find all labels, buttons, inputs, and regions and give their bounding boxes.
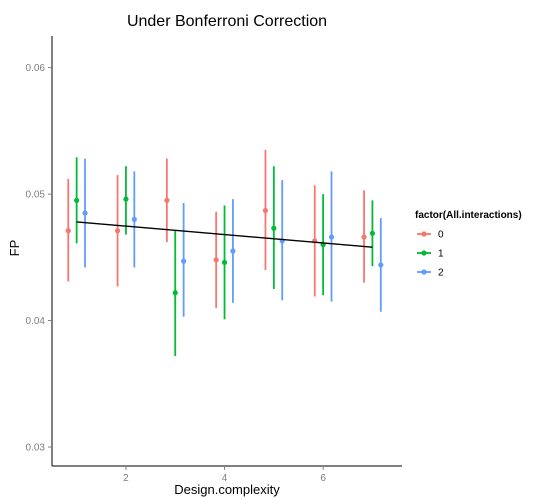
legend-label: 1 bbox=[438, 249, 444, 260]
legend-items: 0 1 2 bbox=[417, 230, 444, 279]
y-axis-ticks: 0.03 0.04 0.05 0.06 bbox=[26, 63, 52, 454]
chart-title: Under Bonferroni Correction bbox=[127, 13, 327, 30]
point-series-1 bbox=[271, 225, 277, 231]
legend-label: 2 bbox=[438, 268, 444, 279]
point-series-1 bbox=[74, 197, 80, 204]
legend-label: 0 bbox=[438, 230, 444, 241]
y-tick-label: 0.05 bbox=[26, 190, 46, 201]
legend-title: factor(All.interactions) bbox=[415, 210, 522, 221]
point-series-0 bbox=[213, 257, 219, 263]
point-series-1 bbox=[123, 196, 129, 202]
point-series-2 bbox=[378, 262, 384, 268]
x-axis-ticks: 2 4 6 bbox=[123, 466, 326, 484]
legend: factor(All.interactions) 0 1 2 bbox=[415, 210, 522, 279]
point-series-2 bbox=[82, 210, 88, 216]
x-axis-title: Design.complexity bbox=[174, 482, 280, 497]
point-series-2 bbox=[181, 258, 187, 264]
point-series-1 bbox=[369, 230, 376, 236]
legend-key-point bbox=[421, 231, 427, 237]
point-series-0 bbox=[114, 228, 121, 234]
x-tick-label: 6 bbox=[320, 473, 326, 484]
legend-key-point bbox=[421, 269, 427, 275]
trend-line bbox=[76, 221, 373, 248]
x-tick-label: 2 bbox=[123, 473, 129, 484]
y-axis-title: FP bbox=[7, 240, 22, 257]
x-tick-label: 4 bbox=[222, 473, 228, 484]
plot-area bbox=[65, 149, 384, 356]
point-series-0 bbox=[164, 197, 170, 204]
point-series-2 bbox=[230, 248, 236, 254]
y-tick-label: 0.06 bbox=[26, 63, 46, 74]
y-tick-label: 0.03 bbox=[26, 443, 46, 454]
point-series-0 bbox=[361, 234, 367, 240]
point-series-2 bbox=[328, 234, 335, 240]
legend-key-point bbox=[421, 250, 427, 256]
point-series-1 bbox=[172, 290, 178, 296]
point-series-0 bbox=[65, 228, 71, 234]
point-series-0 bbox=[262, 207, 269, 214]
point-series-2 bbox=[131, 216, 137, 222]
y-tick-label: 0.04 bbox=[26, 316, 46, 327]
point-series-1 bbox=[221, 259, 228, 265]
